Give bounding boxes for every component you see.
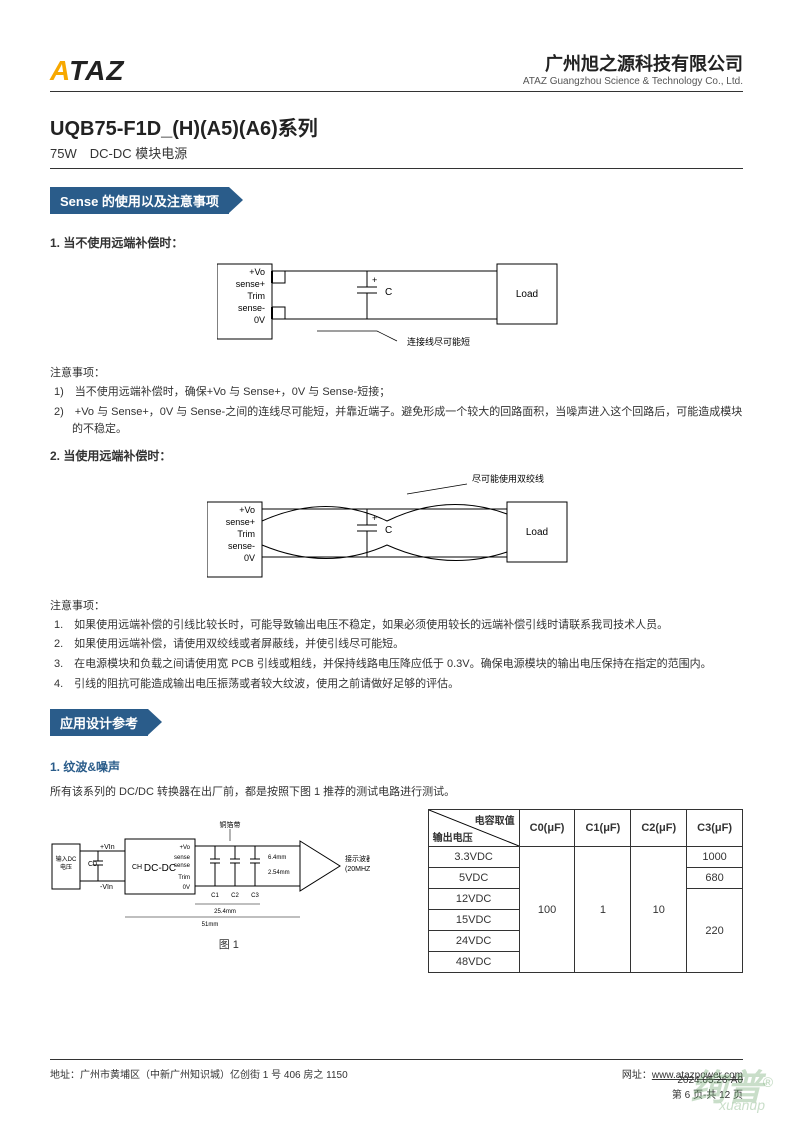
svg-text:0V: 0V <box>253 315 264 325</box>
svg-text:2.54mm: 2.54mm <box>268 870 290 876</box>
col-header: C0(μF) <box>519 810 575 847</box>
svg-text:Trim: Trim <box>237 529 255 539</box>
row-voltage: 12VDC <box>428 889 519 910</box>
notes-label-2: 注意事项： <box>50 597 743 613</box>
svg-text:Load: Load <box>525 527 547 538</box>
c3-cell: 680 <box>687 868 743 889</box>
svg-text:+: + <box>372 513 377 523</box>
intro-text: 所有该系列的 DC/DC 转换器在出厂前，都是按照下图 1 推荐的测试电路进行测… <box>50 783 743 799</box>
c0-cell: 100 <box>519 847 575 973</box>
svg-text:C: C <box>385 287 392 298</box>
page-header: ATAZ 广州旭之源科技有限公司 ATAZ Guangzhou Science … <box>50 50 743 92</box>
diagram-2: 尽可能使用双绞线 +Vo sense+ Trim sense- 0V + C L… <box>50 472 743 585</box>
svg-text:Load: Load <box>515 289 537 300</box>
logo-text: TAZ <box>69 55 124 86</box>
diag-bottom: 输出电压 <box>433 829 473 844</box>
c2-cell: 10 <box>631 847 687 973</box>
svg-text:Trim: Trim <box>178 875 190 881</box>
svg-text:C2: C2 <box>231 893 239 899</box>
diagram-1: +Vo sense+ Trim sense- 0V + C Load 连接线尽可… <box>50 259 743 352</box>
page-footer: 地址：广州市黄埔区（中新广州知识城）亿创街 1 号 406 房之 1150 网址… <box>50 1059 743 1081</box>
svg-text:+Vo: +Vo <box>179 845 190 851</box>
svg-text:+: + <box>372 275 377 285</box>
svg-text:铜箔带: 铜箔带 <box>220 820 241 829</box>
svg-text:输入DC: 输入DC <box>56 855 77 863</box>
c3-cell-merged: 220 <box>687 889 743 973</box>
svg-text:C: C <box>385 525 392 536</box>
svg-text:sense: sense <box>174 863 191 869</box>
svg-text:CH: CH <box>132 864 142 871</box>
note-item: 1) 当不使用远端补偿时，确保+Vo 与 Sense+，0V 与 Sense-短… <box>54 384 743 402</box>
c3-cell: 1000 <box>687 847 743 868</box>
company-name-cn: 广州旭之源科技有限公司 <box>523 50 743 76</box>
svg-text:(20MHZ带宽): (20MHZ带宽) <box>345 864 370 873</box>
page-number: 第 6 页-共 12 页 <box>672 1086 743 1101</box>
note-item: 2) +Vo 与 Sense+，0V 与 Sense-之间的连线尽可能短，并靠近… <box>54 404 743 439</box>
note-item: 1. 如果使用远端补偿的引线比较长时，可能导致输出电压不稳定，如果必须使用较长的… <box>54 617 743 635</box>
svg-text:C0: C0 <box>88 861 97 868</box>
svg-text:尽可能使用双绞线: 尽可能使用双绞线 <box>472 473 544 484</box>
notes-list-1: 1) 当不使用远端补偿时，确保+Vo 与 Sense+，0V 与 Sense-短… <box>50 384 743 439</box>
svg-text:电压: 电压 <box>60 863 72 871</box>
figure-1: 输入DC 电压 +VIn -VIn C0 CH DC-DC +Vo sense … <box>50 809 408 952</box>
notes-label-1: 注意事项： <box>50 364 743 380</box>
svg-text:C1: C1 <box>211 893 219 899</box>
section-header-design: 应用设计参考 <box>50 709 148 736</box>
svg-text:+VIn: +VIn <box>100 844 115 851</box>
svg-text:sense: sense <box>174 855 191 861</box>
subsection-title: 1. 纹波&噪声 <box>50 758 743 775</box>
product-title: UQB75-F1D_(H)(A5)(A6)系列 <box>50 112 743 141</box>
figure-table-row: 输入DC 电压 +VIn -VIn C0 CH DC-DC +Vo sense … <box>50 809 743 973</box>
svg-text:25.4mm: 25.4mm <box>214 909 236 915</box>
row-voltage: 5VDC <box>428 868 519 889</box>
col-header: C2(μF) <box>631 810 687 847</box>
diagonal-header: 电容取值 输出电压 <box>429 810 519 846</box>
logo: ATAZ <box>50 55 125 87</box>
figure-caption: 图 1 <box>50 936 408 952</box>
capacitor-table: 电容取值 输出电压 C0(μF) C1(μF) C2(μF) C3(μF) 3.… <box>428 809 743 973</box>
svg-text:0V: 0V <box>183 885 190 891</box>
svg-text:sense+: sense+ <box>225 517 254 527</box>
row-voltage: 48VDC <box>428 952 519 973</box>
svg-text:接示波器探头: 接示波器探头 <box>345 854 370 863</box>
c1-cell: 1 <box>575 847 631 973</box>
product-subtitle: 75W DC-DC 模块电源 <box>50 143 743 162</box>
company-name-en: ATAZ Guangzhou Science & Technology Co.,… <box>523 76 743 87</box>
company-block: 广州旭之源科技有限公司 ATAZ Guangzhou Science & Tec… <box>523 50 743 87</box>
row-voltage: 15VDC <box>428 910 519 931</box>
note-item: 3. 在电源模块和负载之间请使用宽 PCB 引线或粗线，并保持线路电压降应低于 … <box>54 656 743 674</box>
svg-text:C3: C3 <box>251 893 259 899</box>
svg-text:连接线尽可能短: 连接线尽可能短 <box>407 336 470 347</box>
svg-text:6.4mm: 6.4mm <box>268 855 286 861</box>
logo-accent: A <box>50 55 69 86</box>
note-item: 4. 引线的阻抗可能造成输出电压振荡或者较大纹波，使用之前请做好足够的评估。 <box>54 676 743 694</box>
svg-text:sense-: sense- <box>227 541 254 551</box>
item-2-title: 2. 当使用远端补偿时： <box>50 447 743 464</box>
title-block: UQB75-F1D_(H)(A5)(A6)系列 75W DC-DC 模块电源 <box>50 112 743 169</box>
svg-text:Trim: Trim <box>247 291 265 301</box>
svg-text:sense-: sense- <box>237 303 264 313</box>
svg-text:DC-DC: DC-DC <box>144 863 176 874</box>
svg-text:+Vo: +Vo <box>239 505 255 515</box>
diag-top: 电容取值 <box>475 812 515 827</box>
col-header: C1(μF) <box>575 810 631 847</box>
row-voltage: 24VDC <box>428 931 519 952</box>
footer-address: 地址：广州市黄埔区（中新广州知识城）亿创街 1 号 406 房之 1150 <box>50 1066 348 1081</box>
note-item: 2. 如果使用远端补偿，请使用双绞线或者屏蔽线，并使引线尽可能短。 <box>54 636 743 654</box>
item-1-title: 1. 当不使用远端补偿时： <box>50 234 743 251</box>
notes-list-2: 1. 如果使用远端补偿的引线比较长时，可能导致输出电压不稳定，如果必须使用较长的… <box>50 617 743 693</box>
svg-text:51mm: 51mm <box>202 922 219 928</box>
page-info: 2024.05.26-A0 第 6 页-共 12 页 <box>672 1075 743 1101</box>
svg-text:+Vo: +Vo <box>249 267 265 277</box>
svg-text:-VIn: -VIn <box>100 884 113 891</box>
svg-text:0V: 0V <box>243 553 254 563</box>
row-voltage: 3.3VDC <box>428 847 519 868</box>
svg-text:sense+: sense+ <box>235 279 264 289</box>
col-header: C3(μF) <box>687 810 743 847</box>
section-header-sense: Sense 的使用以及注意事项 <box>50 187 229 214</box>
doc-date: 2024.05.26-A0 <box>672 1075 743 1086</box>
